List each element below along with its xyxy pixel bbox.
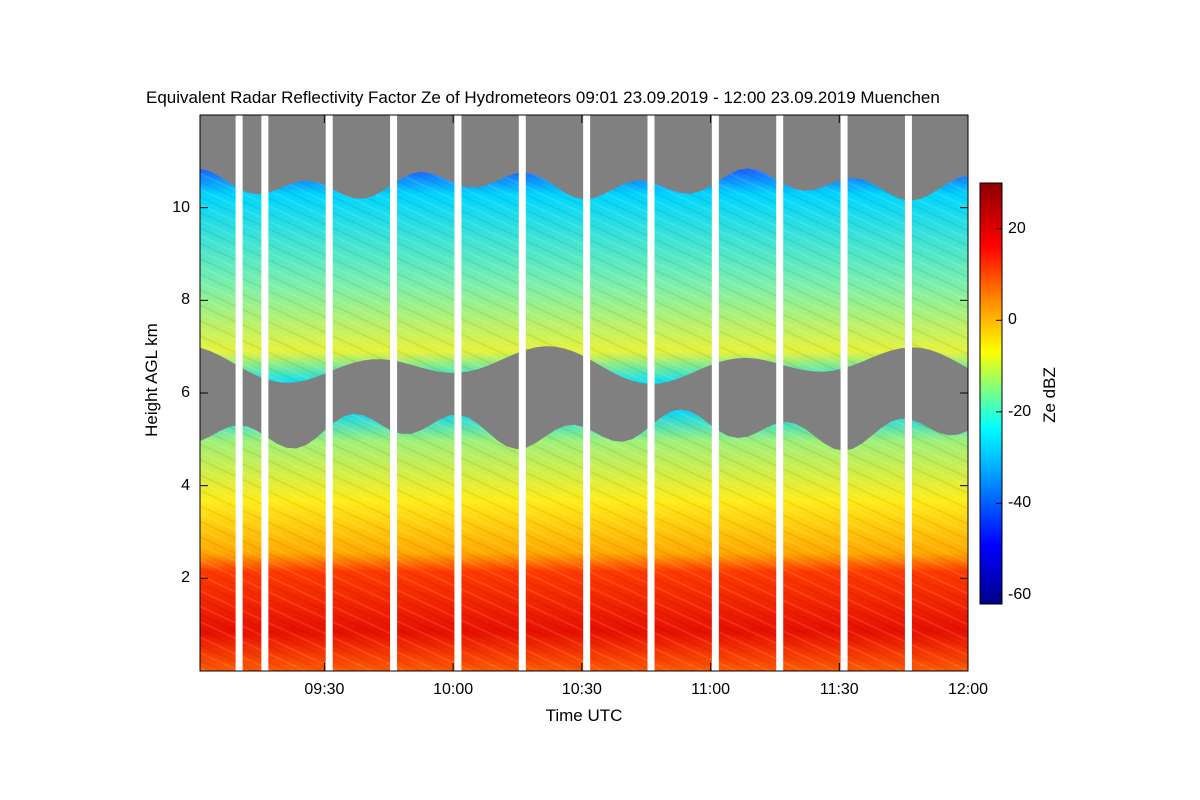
data-gap-stripe: [325, 115, 333, 671]
data-gap-stripe: [776, 115, 784, 671]
colorbar-tick-label: 0: [1008, 311, 1017, 329]
y-tick-label: 4: [181, 476, 190, 494]
colorbar-tick-label: -40: [1008, 494, 1032, 512]
x-tick-label: 10:30: [561, 681, 602, 698]
y-axis-label: Height AGL km: [142, 323, 161, 437]
data-gap-stripe: [711, 115, 719, 671]
x-tick-label: 09:30: [304, 681, 345, 698]
data-gap-stripe: [840, 115, 848, 671]
data-gap-stripe: [518, 115, 526, 671]
x-tick-label: 12:00: [947, 681, 989, 698]
chart-title: Equivalent Radar Reflectivity Factor Ze …: [146, 88, 940, 107]
y-tick-label: 6: [181, 384, 190, 401]
colorbar-tick-label: 20: [1008, 219, 1026, 237]
data-gap-stripe: [454, 115, 462, 671]
colorbar-label: Ze dBZ: [1040, 367, 1059, 423]
y-tick-label: 2: [181, 569, 190, 587]
x-tick-label: 11:00: [691, 681, 730, 698]
data-gap-stripe: [235, 115, 243, 671]
y-tick-label: 10: [172, 198, 190, 216]
data-gap-stripe: [261, 115, 269, 671]
data-gap-stripe: [647, 115, 655, 671]
x-tick-label: 11:30: [819, 681, 859, 698]
colorbar-tick-label: -60: [1008, 585, 1032, 603]
y-tick-label: 8: [181, 291, 190, 309]
data-gap-stripe: [390, 115, 398, 671]
data-gap-stripe: [583, 115, 591, 671]
x-tick-label: 10:00: [433, 681, 474, 698]
colorbar-tick-label: -20: [1008, 402, 1032, 420]
data-gap-stripe: [904, 115, 912, 671]
x-axis-label: Time UTC: [545, 706, 623, 725]
colorbar: [979, 182, 1003, 605]
